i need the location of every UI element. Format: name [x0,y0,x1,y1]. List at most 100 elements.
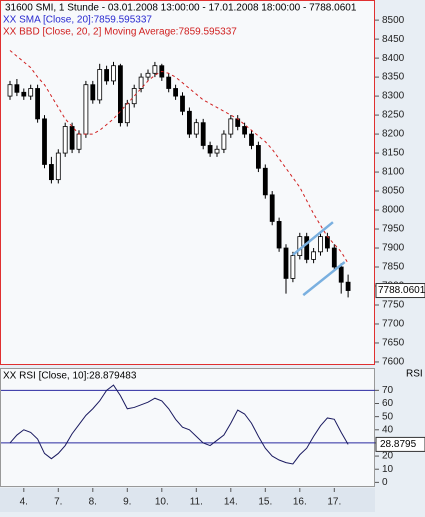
candle-body [111,65,116,82]
candle-body [235,118,241,127]
candle-body [62,126,68,154]
candle-body [83,84,89,135]
candle-body [145,72,151,78]
y-tick-label: 8250 [382,110,405,121]
y-tick-label: 7900 [382,243,405,254]
candle-body [180,95,185,112]
candle-body [318,236,323,253]
y-tick-label: 40 [382,424,394,435]
y-tick-label: 7700 [382,319,405,330]
candle-body [97,69,103,101]
x-axis-band [0,488,375,512]
y-tick-label: 7850 [382,262,405,273]
candle-body [49,164,54,181]
candle-body [138,76,144,89]
axis-title: RSI [406,369,423,380]
candle-body [207,145,213,154]
candle-body [338,266,344,283]
y-tick-label: 8150 [382,148,405,159]
y-tick-label: 8400 [382,53,405,64]
rsi-panel [0,368,375,487]
y-tick-label: 7750 [382,300,405,311]
last-value: 7788.0601 [378,285,425,296]
candle-body [14,84,20,93]
candle-body [242,126,248,135]
y-tick-label: 50 [382,411,394,422]
last-value: 28.8795 [380,439,417,450]
x-tick-label: 15. [258,497,272,508]
candle-body [69,126,75,150]
candle-body [290,255,296,279]
candle-body [311,251,317,260]
legend-entry: XX SMA [Close, 20]:7859.595337 [3,15,152,26]
candle-body [118,65,123,124]
x-tick-label: 7. [54,497,62,508]
candle-body [90,84,96,101]
y-tick-label: 10 [382,464,394,475]
candle-body [331,247,337,268]
title: 31600 SMI, 1 Stunde - 03.01.2008 13:00:0… [5,3,357,14]
y-tick-label: 7950 [382,224,405,235]
y-tick-label: 7650 [382,338,405,349]
trendline [292,221,334,256]
candle-body [249,133,254,146]
candle-body [276,221,282,249]
y-tick-label: 20 [382,451,394,462]
candle-body [166,76,172,89]
last-value-box [375,436,425,452]
y-tick-label: 8300 [382,91,405,102]
candle-body [35,88,40,120]
candle-body [200,122,206,146]
y-tick-label: 8450 [382,34,405,45]
y-tick-label: 0 [382,477,388,488]
candle-body [173,88,179,97]
y-tick-label: 7600 [382,357,405,368]
x-tick-label: 4. [20,497,28,508]
candle-body [304,236,310,260]
y-tick-label: 8500 [382,15,405,26]
candle-body [283,247,289,279]
candle-body [55,152,61,181]
price-panel [0,0,375,365]
x-tick-label: 11. [190,497,203,508]
candle-body [269,194,275,222]
moving-average [9,50,349,264]
candle-body [221,133,227,150]
candle-body [104,69,109,82]
candle-body [228,118,234,135]
candle-body [193,122,199,135]
candle-body [262,167,268,196]
y-tick-label: 8100 [382,167,405,178]
last-value-box [375,283,425,299]
y-tick-label: 60 [382,398,394,409]
x-tick-label: 9. [123,497,131,508]
candle-body [131,88,137,105]
x-tick-label: 8. [89,497,97,508]
candle-body [324,236,330,249]
y-tick-label: 8050 [382,186,405,197]
candle-body [7,84,13,97]
candle-body [28,88,34,97]
y-tick-label: 8000 [382,205,405,216]
candle-body [21,91,27,97]
rsi-title: XX RSI [Close, 10]:28.879483 [3,371,137,382]
candle-body [76,133,82,150]
x-tick-label: 10. [155,497,169,508]
candle-body [152,65,158,74]
legend-entry: XX BBD [Close, 20, 2] Moving Average:785… [3,27,237,38]
candle-body [214,148,220,154]
y-tick-label: 70 [382,385,394,396]
y-tick-label: 8350 [382,72,405,83]
x-tick-label: 14. [224,497,238,508]
candle-body [345,281,351,291]
candle-body [124,103,130,124]
x-tick-label: 16. [293,497,307,508]
candle-body [186,110,192,135]
x-tick-label: 17. [327,497,341,508]
y-tick-label: 8200 [382,129,405,140]
candle-body [42,118,47,165]
rsi-line [9,384,349,465]
candle-body [255,145,261,169]
